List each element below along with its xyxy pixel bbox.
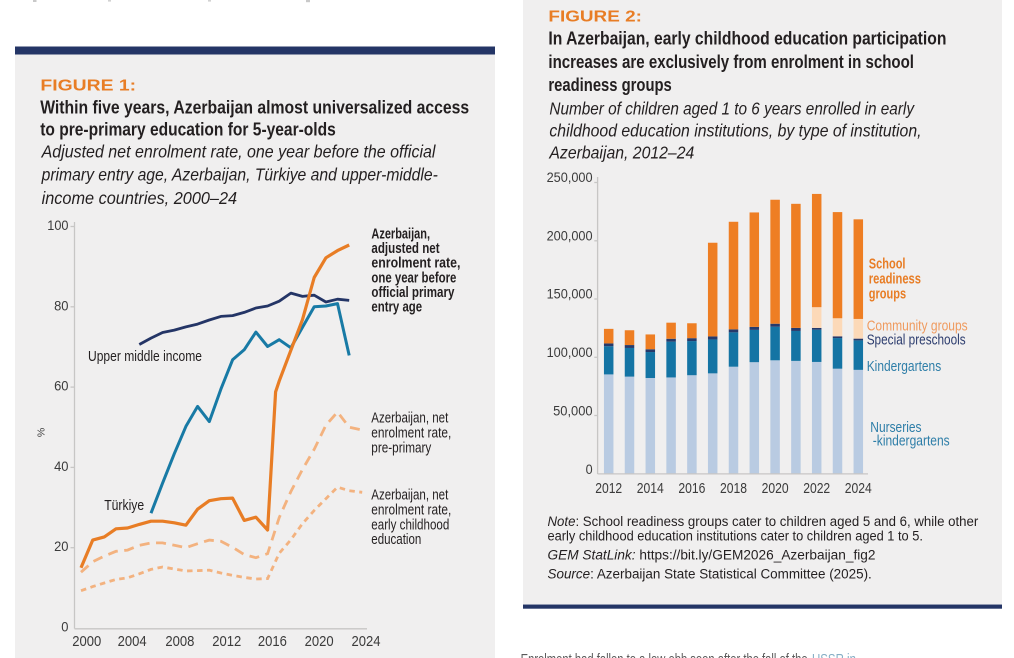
- svg-text:2022: 2022: [803, 480, 830, 497]
- svg-text:100: 100: [47, 217, 68, 233]
- svg-text:readiness: readiness: [869, 271, 921, 288]
- svg-text:enrolment rate,: enrolment rate,: [371, 256, 460, 272]
- svg-text:Kindergartens: Kindergartens: [867, 358, 942, 375]
- svg-text:adjusted net: adjusted net: [371, 241, 439, 257]
- svg-text:Nurseries: Nurseries: [870, 419, 921, 436]
- svg-text:2020: 2020: [762, 480, 789, 497]
- svg-text:readiness groups: readiness groups: [548, 75, 671, 95]
- svg-text:0: 0: [61, 619, 68, 635]
- svg-text:100,000: 100,000: [547, 345, 593, 360]
- svg-text:2000: 2000: [72, 633, 101, 650]
- svg-text:Within five years, Azerbaijan: Within five years, Azerbaijan almost uni…: [40, 97, 469, 117]
- svg-text:enrolment rate,: enrolment rate,: [371, 426, 451, 442]
- svg-text:income countries, 2000–24: income countries, 2000–24: [42, 188, 238, 208]
- svg-text:80: 80: [54, 297, 69, 313]
- svg-text:2024: 2024: [845, 480, 872, 497]
- svg-text:2016: 2016: [258, 633, 287, 650]
- svg-text:2016: 2016: [678, 480, 705, 497]
- svg-text:150,000: 150,000: [547, 287, 593, 302]
- svg-text:2018: 2018: [720, 480, 747, 497]
- svg-text:2008: 2008: [165, 633, 194, 650]
- svg-text:Enrolment had fallen to a low: Enrolment had fallen to a low ebb soon a…: [521, 651, 808, 658]
- svg-text:Number of children aged 1 to 6: Number of children aged 1 to 6 years enr…: [549, 98, 915, 118]
- svg-text:childhood education institutio: childhood education institutions, by typ…: [549, 120, 921, 140]
- svg-text:Special preschools: Special preschools: [867, 332, 966, 349]
- svg-text:entry age: entry age: [371, 300, 422, 316]
- svg-text:%: %: [35, 428, 47, 437]
- svg-text:one year before: one year before: [371, 270, 456, 286]
- svg-text:pre-primary: pre-primary: [371, 441, 432, 457]
- svg-text:Azerbaijan,: Azerbaijan,: [371, 227, 430, 243]
- svg-text:School: School: [869, 256, 906, 273]
- svg-text:2004: 2004: [118, 633, 147, 650]
- svg-text:early childhood education inst: early childhood education institutions c…: [548, 528, 923, 543]
- svg-text:to pre-primary education for 5: to pre-primary education for 5-year-olds: [40, 119, 336, 139]
- svg-text:groups: groups: [869, 286, 906, 303]
- svg-text:Adjusted net enrolment rate, o: Adjusted net enrolment rate, one year be…: [41, 141, 437, 161]
- svg-text:20: 20: [54, 538, 69, 554]
- svg-text:education: education: [371, 532, 421, 548]
- svg-text:Türkiye: Türkiye: [104, 498, 144, 514]
- svg-text:2020: 2020: [305, 633, 334, 650]
- svg-text:Azerbaijan, net: Azerbaijan, net: [371, 488, 448, 504]
- svg-text:Source: Azerbaijan State Stati: Source: Azerbaijan State Statistical Com…: [548, 566, 872, 581]
- svg-text:Upper middle income: Upper middle income: [88, 349, 202, 365]
- svg-text:In Azerbaijan, early childhood: In Azerbaijan, early childhood education…: [548, 29, 946, 49]
- svg-text:Azerbaijan, 2012–24: Azerbaijan, 2012–24: [548, 142, 694, 162]
- svg-text:GEM StatLink: https://bit.ly/G: GEM StatLink: https://bit.ly/GEM2026_Aze…: [548, 548, 876, 563]
- svg-text:early childhood: early childhood: [371, 517, 449, 533]
- svg-text:40: 40: [54, 458, 69, 474]
- svg-text:2012: 2012: [595, 480, 622, 497]
- svg-text:Note: School readiness groups: Note: School readiness groups cater to c…: [548, 514, 979, 529]
- svg-text:2014: 2014: [637, 480, 664, 497]
- svg-text:2024: 2024: [352, 633, 381, 650]
- svg-text:Community groups: Community groups: [867, 318, 968, 335]
- svg-text:50,000: 50,000: [553, 403, 593, 418]
- svg-text:increases are exclusively from: increases are exclusively from enrolment…: [548, 52, 914, 72]
- svg-text:USSR in: USSR in: [812, 651, 856, 658]
- svg-text:250,000: 250,000: [547, 170, 593, 185]
- svg-text:enrolment rate,: enrolment rate,: [371, 502, 451, 518]
- svg-text:primary entry age, Azerbaijan,: primary entry age, Azerbaijan, Türkiye a…: [41, 165, 438, 185]
- svg-text:FIGURE 2:: FIGURE 2:: [548, 9, 642, 26]
- svg-text:FIGURE 1:: FIGURE 1:: [40, 78, 136, 95]
- svg-text:200,000: 200,000: [547, 228, 593, 243]
- svg-text:official primary: official primary: [371, 285, 454, 301]
- svg-text:60: 60: [54, 378, 69, 394]
- svg-text:0: 0: [586, 462, 593, 477]
- svg-text:-kindergartens: -kindergartens: [873, 433, 950, 450]
- svg-text:2012: 2012: [212, 633, 241, 650]
- svg-text:Azerbaijan, net: Azerbaijan, net: [371, 411, 448, 427]
